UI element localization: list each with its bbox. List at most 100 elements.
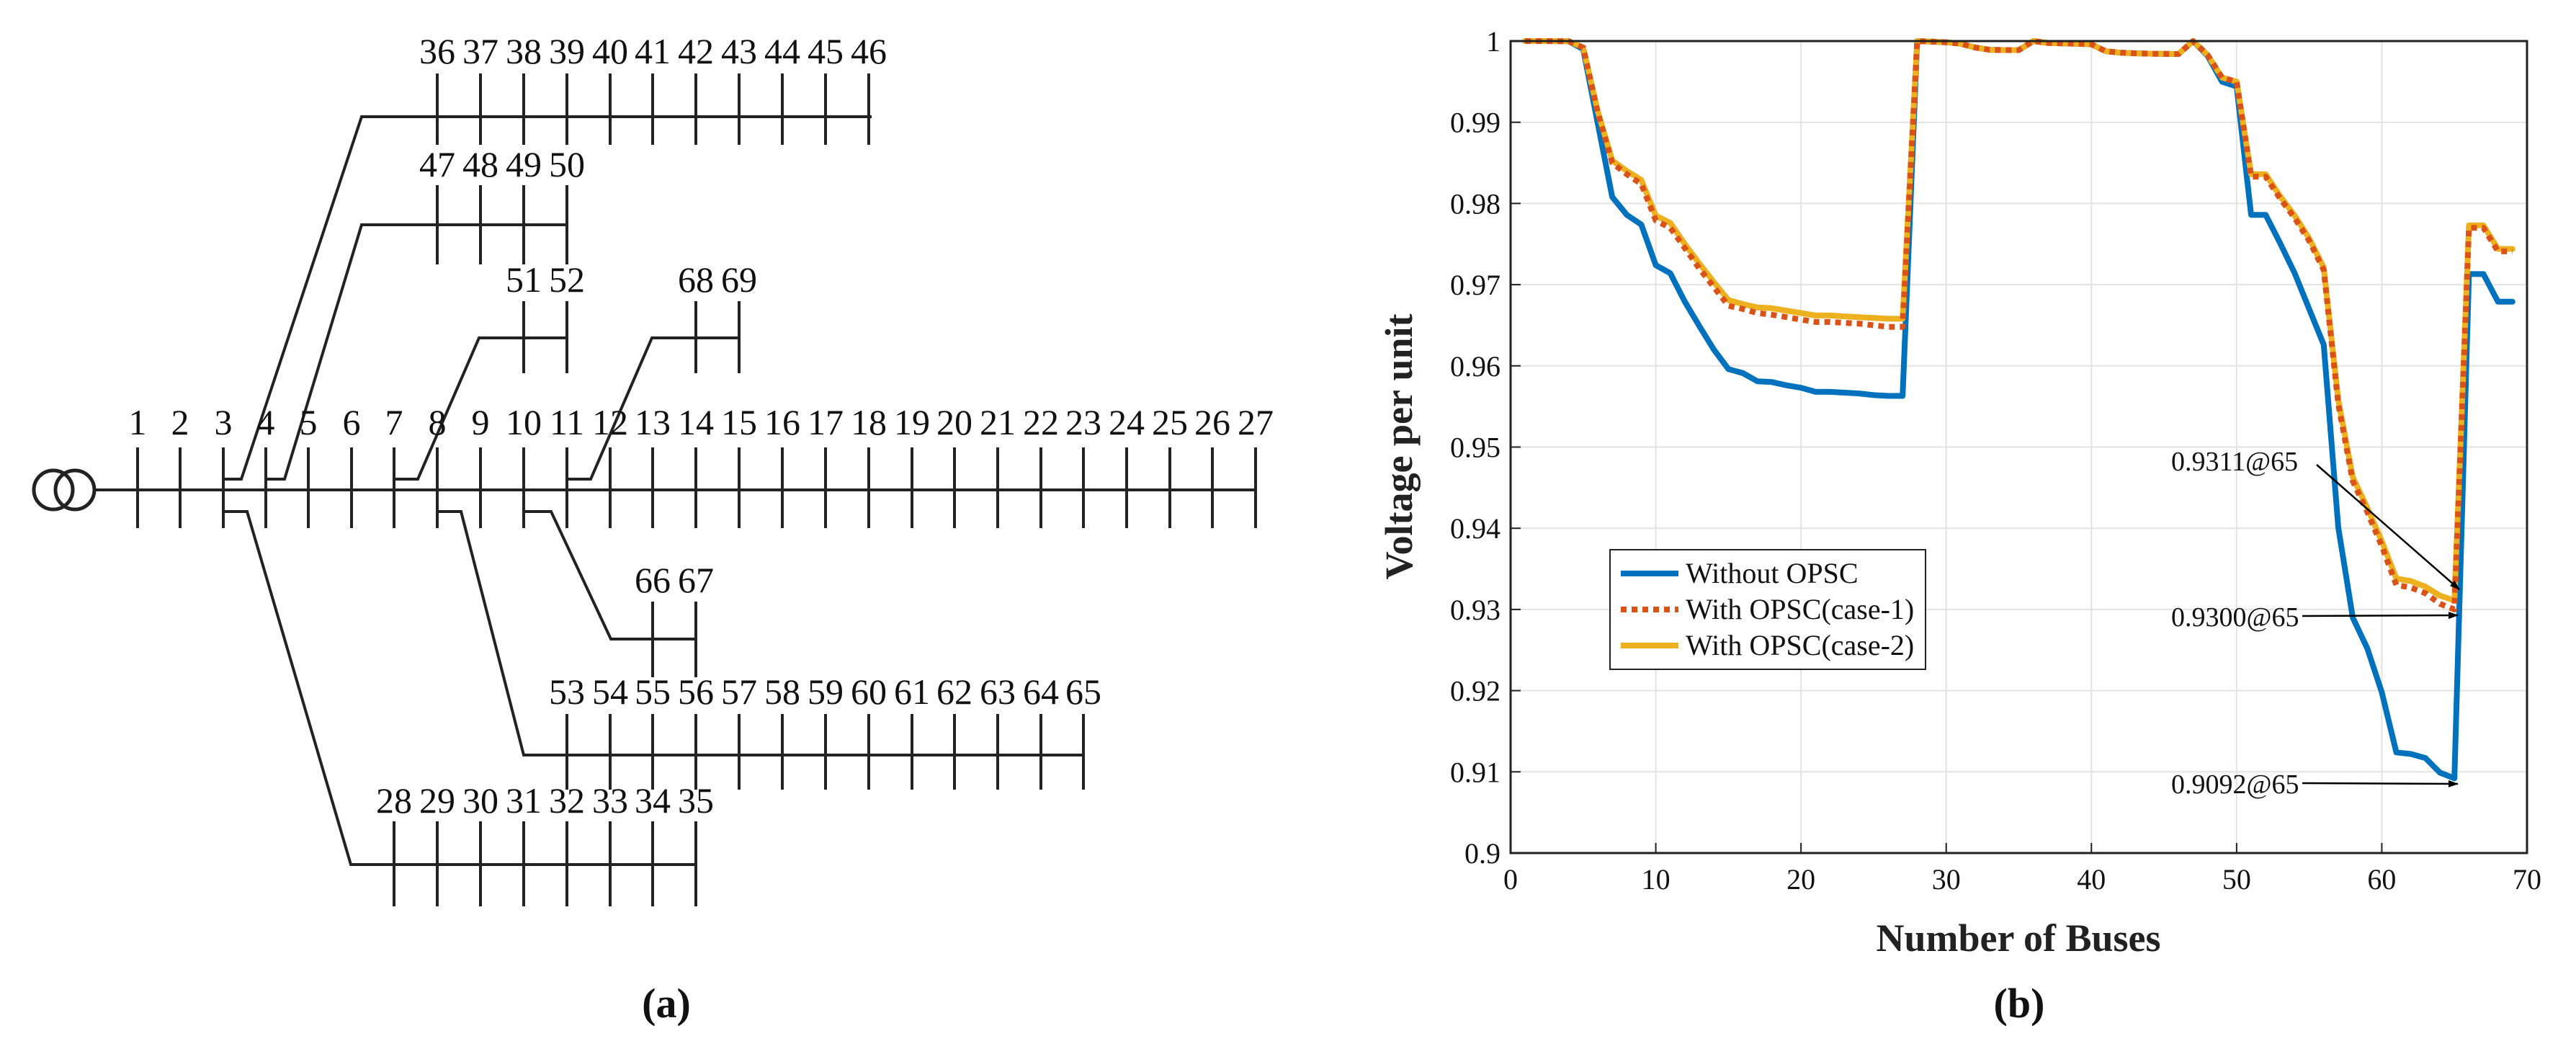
bus-label: 53 <box>549 671 585 712</box>
bus-label: 14 <box>678 402 714 442</box>
bus-label: 44 <box>764 31 800 71</box>
bus-label: 16 <box>764 402 800 442</box>
bus-label: 43 <box>721 31 757 71</box>
bus-label: 54 <box>592 671 628 712</box>
bus-label: 67 <box>678 560 714 600</box>
bus-label: 42 <box>678 31 714 71</box>
x-tick-label: 0 <box>1503 863 1518 896</box>
bus-label: 19 <box>894 402 930 442</box>
y-tick-label: 0.99 <box>1450 107 1501 139</box>
y-tick-label: 0.93 <box>1450 594 1501 626</box>
bus-label: 9 <box>472 402 490 442</box>
bus-label: 33 <box>592 780 628 821</box>
bus-label: 24 <box>1109 402 1145 442</box>
annotation-label-0: 0.9311@65 <box>2171 447 2298 477</box>
legend: Without OPSC With OPSC(case-1) With OPSC… <box>1609 549 1926 670</box>
bus-label: 13 <box>635 402 671 442</box>
bus-label: 61 <box>894 671 930 712</box>
bus-label: 23 <box>1065 402 1101 442</box>
y-tick-label: 0.92 <box>1450 675 1501 707</box>
bus-label: 5 <box>300 402 318 442</box>
panel-b-label: (b) <box>1994 980 2045 1027</box>
bus-label: 3 <box>215 402 233 442</box>
bus-label: 41 <box>635 31 671 71</box>
chart-grid <box>1510 40 2528 854</box>
bus-label: 49 <box>506 144 542 184</box>
legend-entry-2: With OPSC(case-2) <box>1686 629 1914 661</box>
x-axis-title: Number of Buses <box>1876 916 2160 960</box>
annotation-label-1: 0.9300@65 <box>2171 602 2299 633</box>
transformer-icon <box>32 468 97 512</box>
y-tick-label: 0.91 <box>1450 756 1501 788</box>
bus-label: 25 <box>1152 402 1188 442</box>
bus-label: 55 <box>635 671 671 712</box>
bus-label: 68 <box>678 259 714 300</box>
bus-label: 56 <box>678 671 714 712</box>
bus-label: 32 <box>549 780 585 821</box>
bus-label: 38 <box>506 31 542 71</box>
feeder-branch-47-50 <box>266 223 567 481</box>
bus-label: 57 <box>721 671 757 712</box>
bus-label: 10 <box>506 402 542 442</box>
bus-label: 39 <box>549 31 585 71</box>
series-line-2 <box>1522 38 2515 604</box>
bus-label: 7 <box>385 402 403 442</box>
y-tick-label: 0.9 <box>1464 837 1501 870</box>
y-tick-label: 1 <box>1486 25 1501 58</box>
x-tick-label: 40 <box>2077 863 2106 896</box>
bus-label: 12 <box>592 402 628 442</box>
annotation-label-2: 0.9092@65 <box>2171 769 2299 800</box>
y-tick-label: 0.98 <box>1450 187 1501 220</box>
bus-label: 28 <box>376 780 412 821</box>
bus-label: 40 <box>592 31 628 71</box>
x-tick-label: 20 <box>1786 863 1815 896</box>
feeder-branch-66-67 <box>524 510 697 640</box>
bus-label: 36 <box>419 31 455 71</box>
bus-label: 2 <box>171 402 189 442</box>
bus-label: 58 <box>764 671 800 712</box>
legend-box <box>1609 549 1926 670</box>
bus-label: 22 <box>1023 402 1059 442</box>
bus-label: 50 <box>549 144 585 184</box>
bus-label: 27 <box>1238 402 1274 442</box>
legend-entry-0: Without OPSC <box>1686 557 1859 589</box>
bus-label: 64 <box>1023 671 1059 712</box>
y-tick-label: 0.95 <box>1450 432 1501 464</box>
chart-series <box>1522 38 2515 782</box>
bus-label: 66 <box>635 560 671 600</box>
bus-label: 52 <box>549 259 585 300</box>
bus-label: 37 <box>462 31 498 71</box>
y-tick-label: 0.96 <box>1450 350 1501 383</box>
bus-label: 47 <box>419 144 455 184</box>
voltage-chart: 0 10 20 30 40 50 60 70 0.9 0.91 0.92 0.93 0.94 0.95 0.… <box>1377 25 2541 960</box>
y-tick-label: 0.94 <box>1450 512 1501 545</box>
bus-label: 18 <box>851 402 887 442</box>
bus-label: 4 <box>257 402 275 442</box>
bus-label: 26 <box>1194 402 1230 442</box>
bus-label: 21 <box>980 402 1016 442</box>
bus-label: 29 <box>419 780 455 821</box>
network-feeder-lines <box>94 73 1257 906</box>
x-tick-label: 30 <box>1932 863 1961 896</box>
feeder-branch-36-46 <box>223 115 872 481</box>
bus-label: 45 <box>808 31 844 71</box>
bus-label: 35 <box>678 780 714 821</box>
bus-label: 17 <box>808 402 844 442</box>
feeder-branch-53-65 <box>437 510 1083 756</box>
panel-a-label: (a) <box>642 980 691 1027</box>
bus-label: 51 <box>506 259 542 300</box>
bus-label: 11 <box>550 402 584 442</box>
bus-label: 48 <box>462 144 498 184</box>
y-axis-title: Voltage per unit <box>1377 313 1421 579</box>
bus-label: 6 <box>343 402 361 442</box>
bus-label: 69 <box>721 259 757 300</box>
chart-ticks: 0 10 20 30 40 50 60 70 0.9 0.91 0.92 0.93 0.94 0.95 0.… <box>1450 25 2541 896</box>
annotations: 0.9311@65 0.9300@65 0.9092@65 <box>2171 447 2460 800</box>
bus-label: 65 <box>1065 671 1101 712</box>
bus-label: 46 <box>851 31 887 71</box>
series-line-1 <box>1525 38 2513 612</box>
bus-label: 62 <box>936 671 972 712</box>
bus-label: 1 <box>129 402 147 442</box>
annotation-arrow-0 <box>2316 464 2460 590</box>
